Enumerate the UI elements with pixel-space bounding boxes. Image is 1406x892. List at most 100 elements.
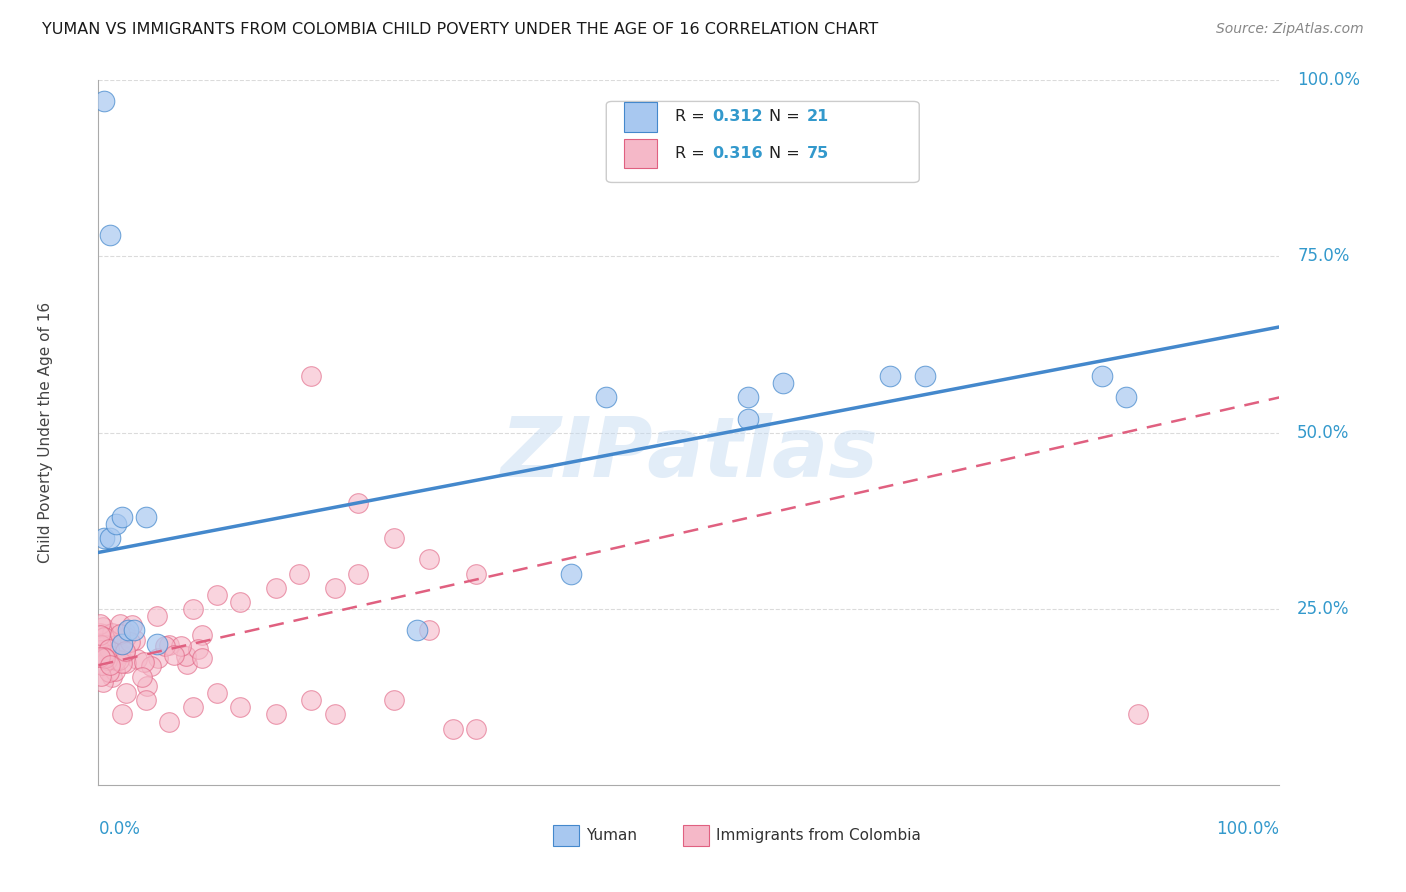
Text: 75.0%: 75.0% (1298, 247, 1350, 266)
FancyBboxPatch shape (606, 102, 920, 183)
Text: N =: N = (769, 110, 806, 124)
Point (93, 649, 115, 664)
Text: R =: R = (675, 146, 710, 161)
Point (111, 657, 134, 671)
Point (127, 652, 149, 666)
Point (418, 552, 440, 566)
Point (89, 616, 111, 631)
Point (299, 369, 322, 384)
Point (181, 700, 204, 714)
Point (101, 626, 124, 640)
Point (418, 623, 440, 637)
Point (93, 95, 115, 109)
Point (120, 635, 142, 649)
Point (174, 649, 197, 664)
Point (93, 675, 115, 690)
Point (114, 656, 136, 670)
Point (97, 665, 120, 680)
Text: 0.0%: 0.0% (98, 821, 141, 838)
Point (163, 648, 186, 663)
Point (114, 645, 136, 659)
Point (89, 650, 111, 665)
Point (111, 510, 134, 524)
Point (108, 627, 131, 641)
Point (135, 693, 157, 707)
Point (323, 581, 346, 595)
Point (205, 686, 228, 700)
Point (465, 722, 488, 736)
Point (107, 653, 129, 667)
Point (105, 517, 128, 532)
Point (288, 566, 311, 581)
Point (914, 369, 936, 384)
Point (264, 707, 287, 722)
Point (136, 679, 159, 693)
Point (115, 686, 138, 700)
Point (98, 532, 121, 546)
FancyBboxPatch shape (683, 825, 709, 847)
Point (96, 653, 118, 667)
Point (104, 653, 127, 667)
Point (135, 510, 157, 524)
Point (737, 391, 759, 405)
Point (299, 693, 322, 707)
Point (114, 625, 136, 640)
Point (441, 722, 464, 736)
Point (97, 645, 120, 659)
Point (772, 376, 794, 391)
Point (94, 649, 117, 664)
Point (110, 648, 132, 662)
Point (89, 628, 111, 642)
Point (98, 228, 121, 243)
Point (146, 651, 169, 665)
Point (93, 532, 115, 546)
Point (157, 638, 180, 652)
Point (115, 630, 138, 644)
FancyBboxPatch shape (624, 139, 657, 169)
Point (190, 651, 212, 665)
Point (1115, 391, 1137, 405)
Text: R =: R = (675, 110, 710, 124)
Point (132, 656, 155, 670)
Point (121, 618, 143, 632)
Point (90, 638, 112, 652)
Point (146, 637, 169, 651)
Point (1126, 707, 1149, 722)
Point (347, 566, 370, 581)
Text: 0.316: 0.316 (713, 146, 763, 161)
FancyBboxPatch shape (553, 825, 579, 847)
Point (93, 638, 115, 652)
Point (93, 638, 115, 652)
Point (122, 623, 145, 637)
Point (98, 652, 121, 666)
Text: Immigrants from Colombia: Immigrants from Colombia (716, 828, 921, 843)
Point (560, 566, 582, 581)
Text: 50.0%: 50.0% (1298, 424, 1350, 442)
Point (465, 566, 488, 581)
Point (229, 700, 252, 714)
Point (153, 640, 176, 654)
Point (98, 658, 121, 673)
Point (595, 391, 617, 405)
Point (91, 620, 114, 634)
Point (117, 623, 139, 637)
Text: 21: 21 (807, 110, 830, 124)
Point (176, 657, 198, 671)
Point (104, 664, 127, 678)
Point (187, 642, 209, 657)
Point (205, 588, 228, 602)
Point (114, 644, 136, 658)
Text: 100.0%: 100.0% (1216, 821, 1279, 838)
Point (89, 642, 111, 657)
Text: Yuman: Yuman (586, 828, 637, 843)
Point (98, 648, 121, 662)
Text: Source: ZipAtlas.com: Source: ZipAtlas.com (1216, 22, 1364, 37)
Point (111, 637, 134, 651)
Point (737, 411, 759, 425)
Point (141, 658, 163, 673)
Point (98, 642, 121, 657)
Point (382, 532, 405, 546)
Point (90, 669, 112, 683)
Text: ZIPatlas: ZIPatlas (501, 413, 877, 494)
Text: Child Poverty Under the Age of 16: Child Poverty Under the Age of 16 (38, 302, 53, 563)
